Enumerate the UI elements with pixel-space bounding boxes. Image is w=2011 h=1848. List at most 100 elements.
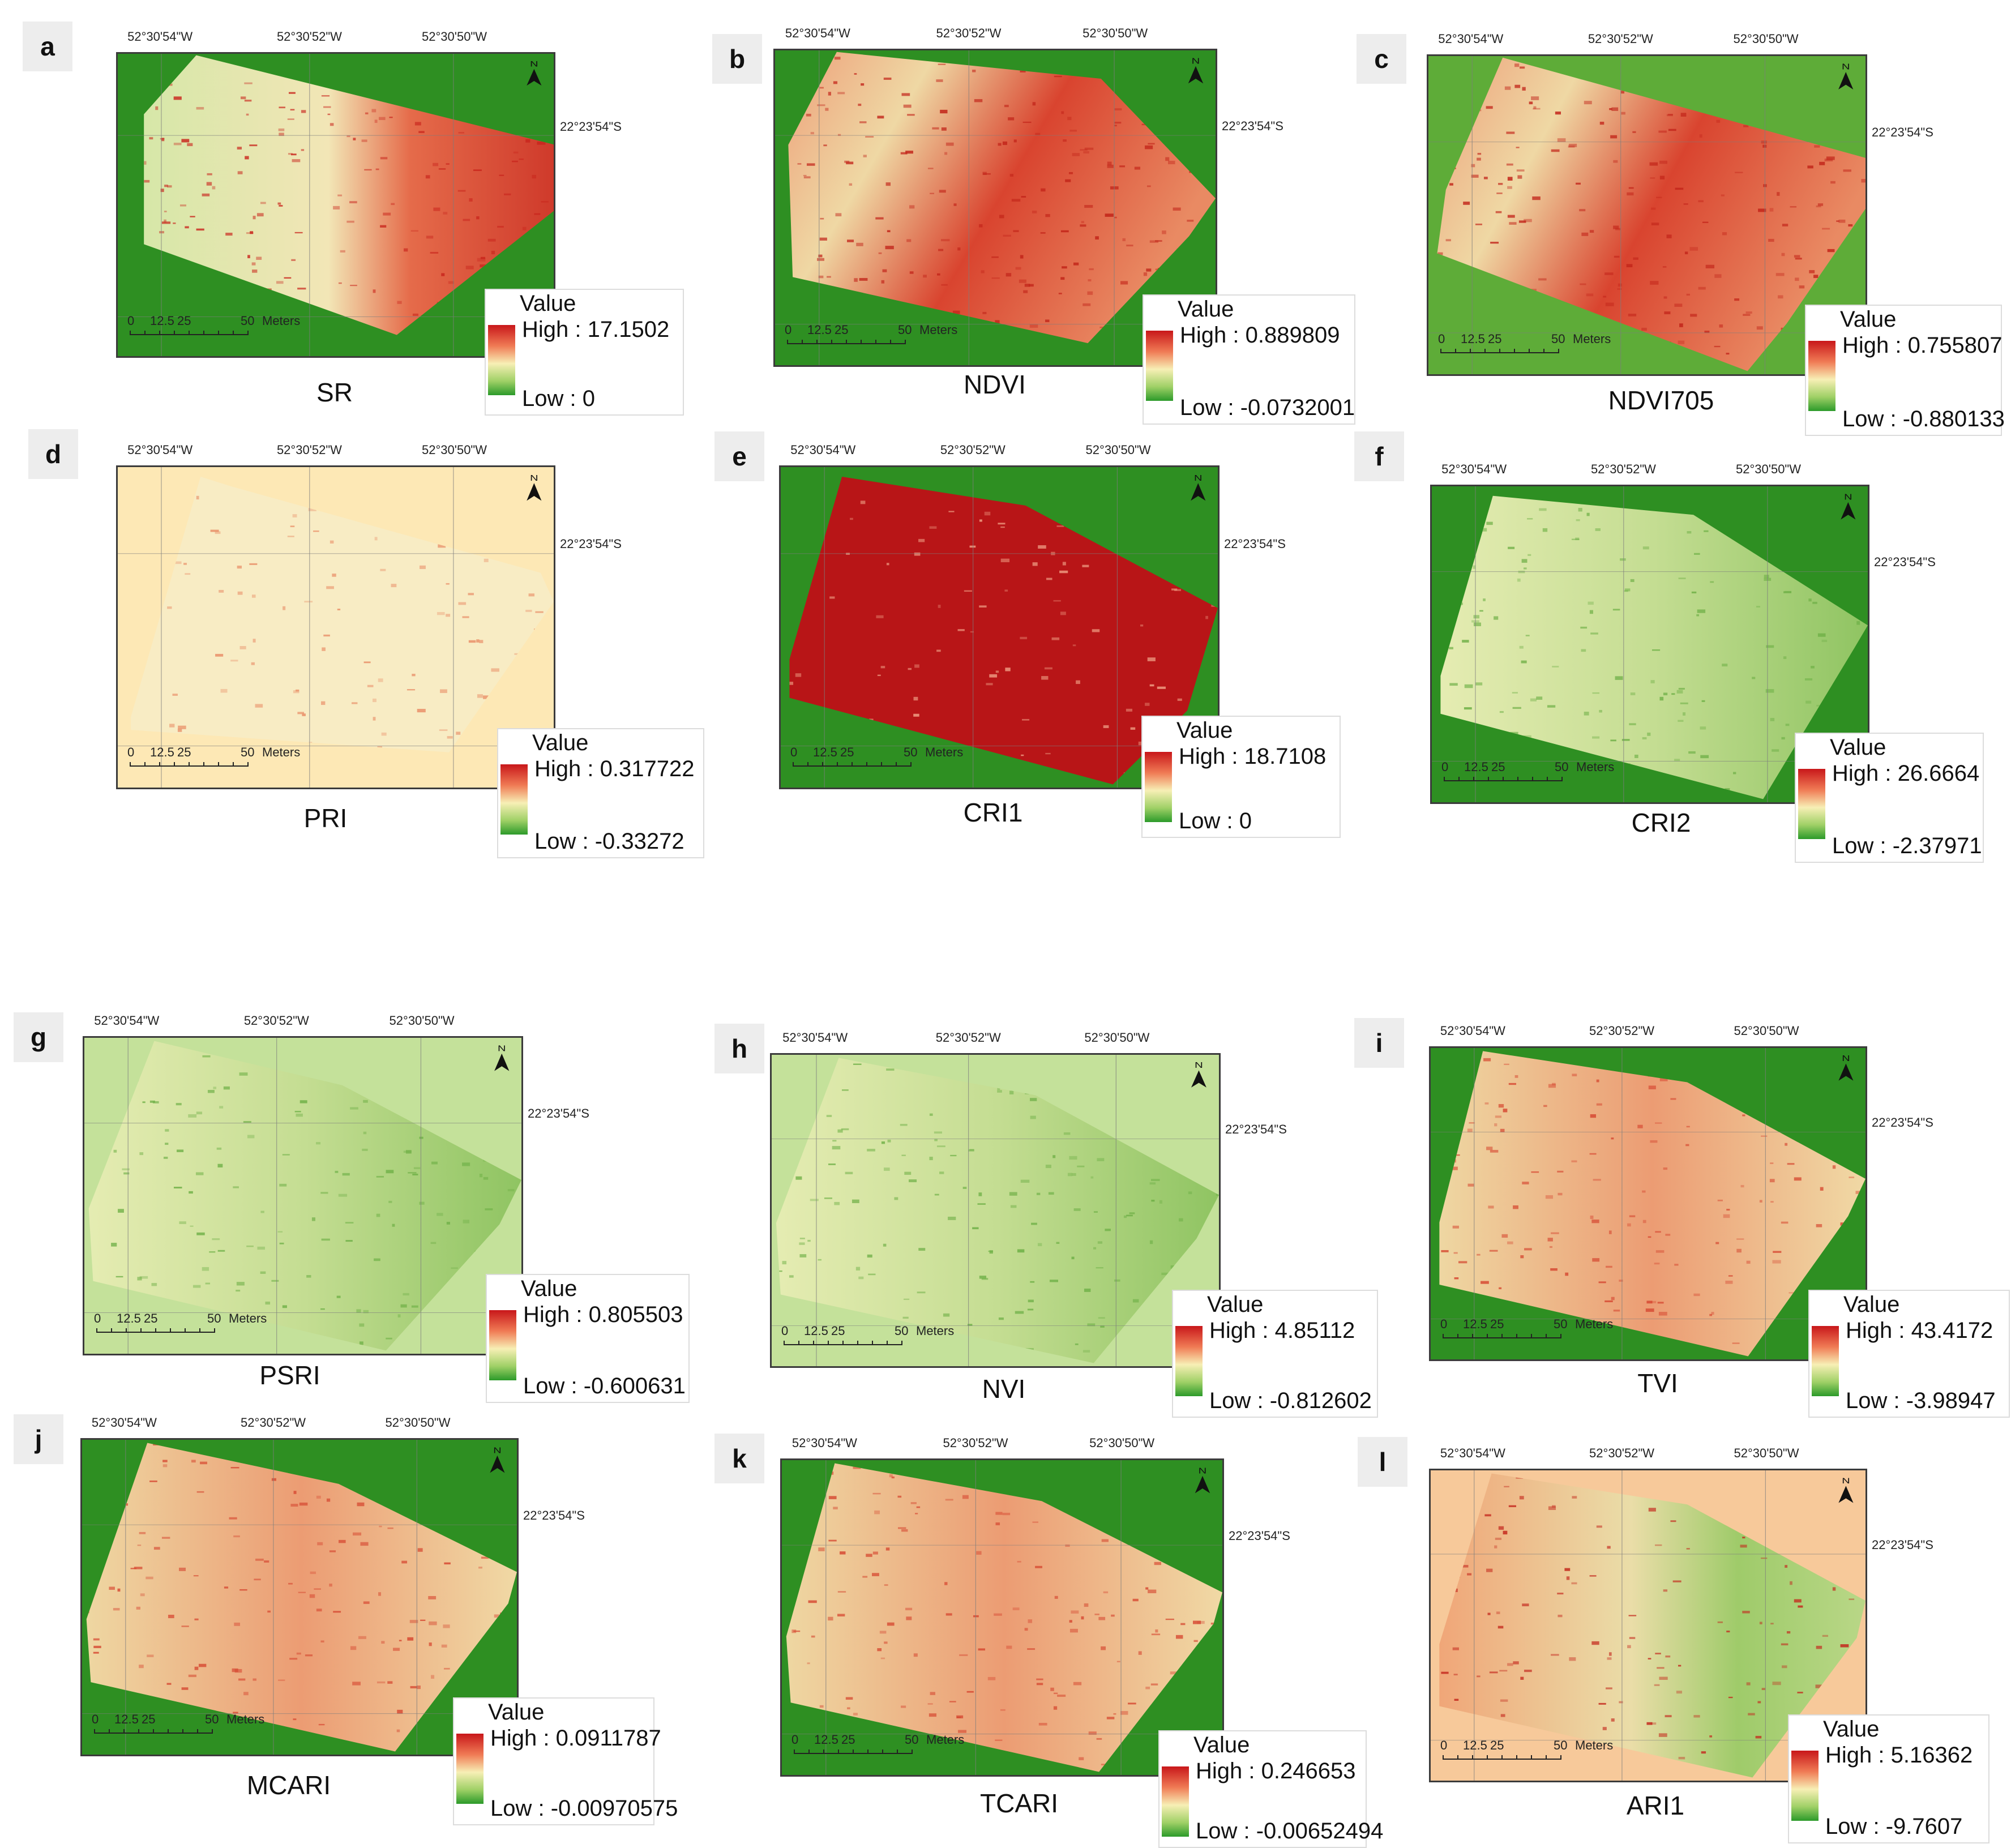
scale-line (1443, 1334, 1561, 1338)
map-image: N (118, 467, 554, 788)
north-letter: N (1844, 492, 1852, 502)
legend-high: High : 43.4172 (1846, 1318, 1993, 1344)
legend-title: Value (1830, 735, 1886, 760)
longitude-label: 52°30'50"W (1086, 443, 1151, 457)
north-arrow-icon (1191, 1071, 1206, 1088)
longitude-label: 52°30'54"W (127, 29, 192, 44)
scale-tick-label: 25 (177, 314, 191, 328)
longitude-label: 52°30'50"W (422, 29, 487, 44)
legend-title: Value (532, 730, 588, 756)
north-arrow-icon (494, 1054, 509, 1071)
legend-low: Low : -3.98947 (1846, 1388, 1996, 1414)
legend-low: Low : -0.0732001 (1180, 395, 1355, 421)
legend-title: Value (1176, 718, 1233, 743)
map-frame: N (1429, 1046, 1867, 1361)
field-raster (89, 1041, 521, 1351)
longitude-label: 52°30'54"W (782, 1030, 848, 1045)
map-image: N (772, 1055, 1219, 1366)
scale-unit: Meters (1575, 1317, 1613, 1332)
legend-high: High : 4.85112 (1209, 1318, 1355, 1344)
legend-color-ramp (1146, 331, 1173, 401)
scale-line (130, 331, 249, 335)
scale-tick-label: 12.5 (814, 1732, 838, 1747)
north-letter: N (1199, 1466, 1207, 1475)
longitude-label: 52°30'54"W (792, 1436, 857, 1451)
scale-tick-label: 0 (781, 1324, 788, 1338)
scale-tick-label: 25 (1488, 332, 1501, 346)
latitude-label: 22°23'54"S (1872, 1115, 1933, 1130)
scale-tick-label: 0 (1438, 332, 1445, 346)
legend-low: Low : 0 (1179, 808, 1252, 834)
legend-color-ramp (1798, 769, 1825, 839)
north-arrow-icon (527, 483, 541, 500)
longitude-label: 52°30'52"W (277, 443, 342, 457)
latitude-label: 22°23'54"S (1222, 119, 1283, 134)
field-raster (87, 1443, 517, 1752)
north-letter: N (530, 59, 538, 69)
north-arrow-icon (1195, 1476, 1210, 1494)
scale-tick-label: 25 (144, 1311, 157, 1326)
legend-title: Value (488, 1700, 544, 1725)
map-frame: N (770, 1053, 1221, 1368)
scale-tick-label: 0 (1440, 1317, 1447, 1332)
index-title: MCARI (247, 1770, 331, 1800)
scale-tick-label: 12.5 (1464, 760, 1488, 775)
scale-unit: Meters (1576, 760, 1614, 775)
scale-unit: Meters (262, 745, 300, 760)
scale-tick-label: 50 (1551, 332, 1565, 346)
scale-tick-label: 25 (142, 1712, 155, 1727)
legend-low: Low : -0.00970575 (490, 1796, 678, 1821)
longitude-label: 52°30'50"W (1734, 1024, 1799, 1038)
latitude-label: 22°23'54"S (1229, 1529, 1290, 1543)
north-letter: N (1194, 473, 1202, 482)
longitude-label: 52°30'54"W (1440, 1446, 1505, 1461)
legend-low: Low : -0.812602 (1209, 1388, 1372, 1414)
scale-tick-label: 50 (205, 1712, 219, 1727)
scale-line (94, 1729, 213, 1734)
scale-tick-label: 12.5 (117, 1311, 141, 1326)
latitude-label: 22°23'54"S (560, 119, 622, 134)
north-arrow-icon (1191, 483, 1205, 500)
panel-letter: d (28, 429, 78, 479)
longitude-label: 52°30'52"W (277, 29, 342, 44)
scale-tick-label: 0 (1441, 760, 1448, 775)
latitude-label: 22°23'54"S (1872, 125, 1933, 140)
scale-tick-label: 25 (177, 745, 191, 760)
north-arrow-icon (527, 69, 541, 85)
legend-low: Low : 0 (522, 386, 595, 412)
longitude-label: 52°30'52"W (1589, 1024, 1654, 1038)
latitude-label: 22°23'54"S (1225, 1122, 1287, 1137)
scale-unit: Meters (1575, 1738, 1613, 1753)
map-image: N (1431, 1048, 1865, 1359)
field-raster (776, 1058, 1219, 1363)
legend-title: Value (1840, 307, 1896, 332)
longitude-label: 52°30'50"W (422, 443, 487, 457)
longitude-label: 52°30'50"W (1082, 26, 1148, 41)
scale-line (1440, 349, 1559, 353)
scale-tick-label: 25 (1491, 760, 1505, 775)
legend-low: Low : -0.33272 (534, 829, 684, 854)
map-image: N (782, 1460, 1222, 1775)
legend-high: High : 0.755807 (1842, 333, 2002, 358)
index-title: NDVI (964, 369, 1026, 400)
longitude-label: 52°30'54"W (1438, 32, 1503, 46)
scale-line (1443, 1755, 1561, 1760)
map-image: N (84, 1038, 521, 1354)
north-letter: N (493, 1445, 501, 1455)
legend-color-ramp (1175, 1326, 1203, 1396)
longitude-label: 52°30'54"W (1441, 462, 1507, 477)
legend-color-ramp (500, 764, 528, 835)
scale-tick-label: 12.5 (150, 314, 174, 328)
latitude-label: 22°23'54"S (528, 1106, 589, 1121)
panel-letter: h (714, 1024, 764, 1073)
